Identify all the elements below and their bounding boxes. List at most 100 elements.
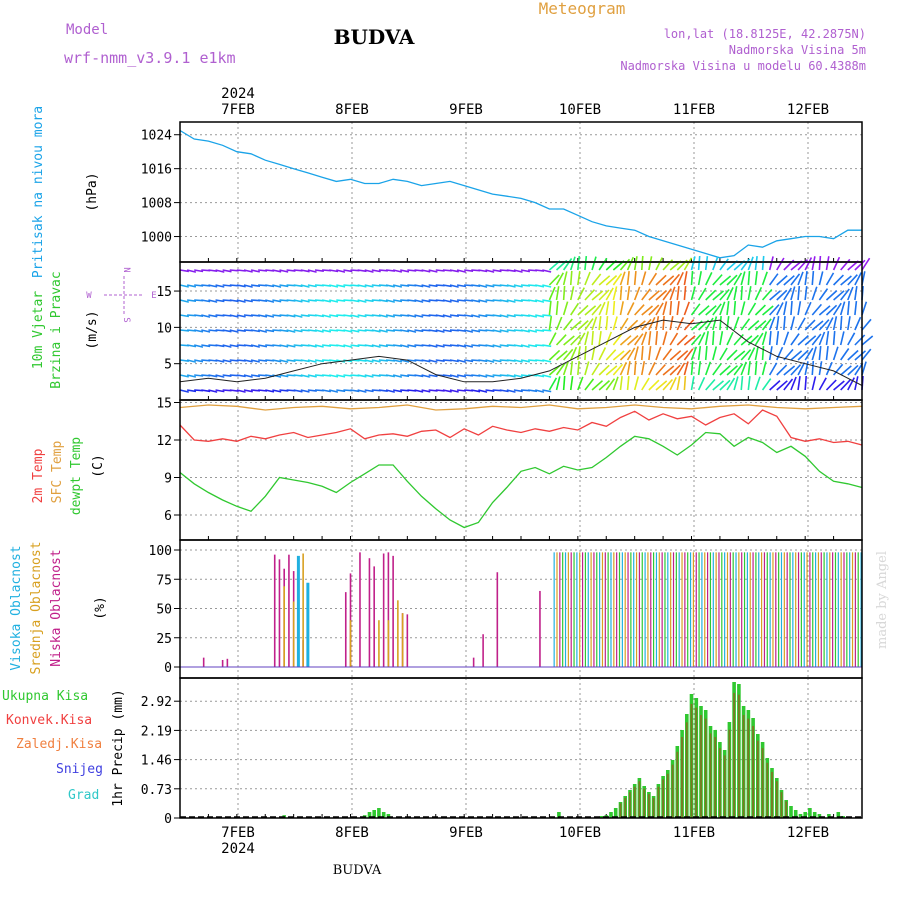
wind-barb [336,269,346,273]
wind-barb [279,359,289,363]
wind-barb [648,272,658,286]
wind-barb [350,389,360,393]
wind-barb [648,316,656,331]
wind-barb [726,316,730,331]
wind-barb [783,287,792,301]
wind-barb [712,290,725,301]
wind-barb [641,331,648,346]
wind-barb [577,304,589,316]
y-tick-label: 0 [164,661,172,676]
wind-barb [776,257,785,271]
wind-barb [655,274,667,286]
wind-barb [676,301,680,316]
wind-barb [548,274,560,286]
wind-barb [584,305,597,316]
wind-barb [201,314,211,318]
wind-barb [371,359,381,363]
year-label-top: 2024 [221,86,255,102]
wind-barb [676,317,685,331]
wind-barb [733,376,739,391]
wind-barb [712,346,718,361]
wind-barb [485,389,495,392]
wind-barb [464,269,474,272]
wind-barb [797,375,801,391]
wind-barb [854,316,862,331]
wind-barb [648,331,652,346]
model-label: Model [66,22,108,38]
wind-barb [619,376,623,391]
wind-barb [329,389,339,393]
wind-barb [393,344,403,347]
wind-barb [265,389,275,393]
wind-barb [329,284,339,288]
wind-barb [449,284,459,288]
precip-conv-bar [714,737,717,818]
wind-barb [421,374,431,378]
wind-barb [847,349,859,361]
wind-barb [598,316,602,331]
pressure-ylabel: Pritisak na nivou mora [31,106,46,278]
precip-conv-bar [766,762,769,818]
wind-barb [839,315,843,331]
wind-barb [776,302,784,316]
wind-barb [442,374,452,377]
wind-barb [215,344,225,348]
wind-barb [314,314,325,318]
wind-barb [747,286,752,301]
wind-barb [726,377,736,391]
wind-barb [414,329,424,333]
wind-barb [478,374,488,378]
wind-barb [555,316,563,331]
wind-barb [286,269,296,272]
wind-barb [712,274,723,286]
wind-barb [719,301,726,316]
wind-barb [747,360,751,376]
precip-conv-bar [728,729,731,818]
wind-barb [570,334,582,346]
wind-barb [591,330,594,346]
wind-barb [258,359,268,362]
wind-barb [407,299,417,302]
wind-barb [385,389,395,393]
footer-title: BUDVA [333,863,382,878]
wind-barb [442,389,452,393]
y-tick-label: 6 [164,509,172,524]
wind-barb [258,299,268,302]
wind-barb [400,284,410,287]
wind-barb [811,320,824,331]
wind-barb [243,389,253,393]
wind-barb [598,364,610,376]
wind-barb [293,374,303,377]
wind-barb [704,256,709,271]
wind-barb [726,287,734,301]
wind-barb [513,269,523,273]
wind-barb [414,389,424,393]
wind-barb [229,314,239,318]
wind-barb [797,349,809,361]
wind-barb [733,316,740,331]
wind-barb [669,273,681,286]
wind-barb [201,344,211,348]
wind-barb [577,287,586,301]
wind-barb [783,331,790,346]
wind-barb [683,348,694,361]
wind-barb [804,270,808,286]
wind-barb [456,269,466,273]
wind-barb [257,314,268,318]
precip-snow-label: Snijeg [56,762,103,777]
compass-north: N [121,267,131,272]
precip-conv-bar [733,692,735,818]
wind-barb [357,359,367,362]
model-elevation-label: Nadmorska Visina u modelu 60.4388m [620,59,866,73]
wind-barb [704,361,712,376]
wind-barb [697,255,701,271]
wind-barb [811,303,823,316]
wind-barb [492,269,502,273]
wind-barb [520,329,530,333]
wind-barb [605,349,617,361]
wind-barb [428,329,438,333]
wind-barb [229,299,239,303]
wind-barb [485,374,495,378]
wind-barb [506,374,516,378]
precip-conv-bar [676,751,679,818]
